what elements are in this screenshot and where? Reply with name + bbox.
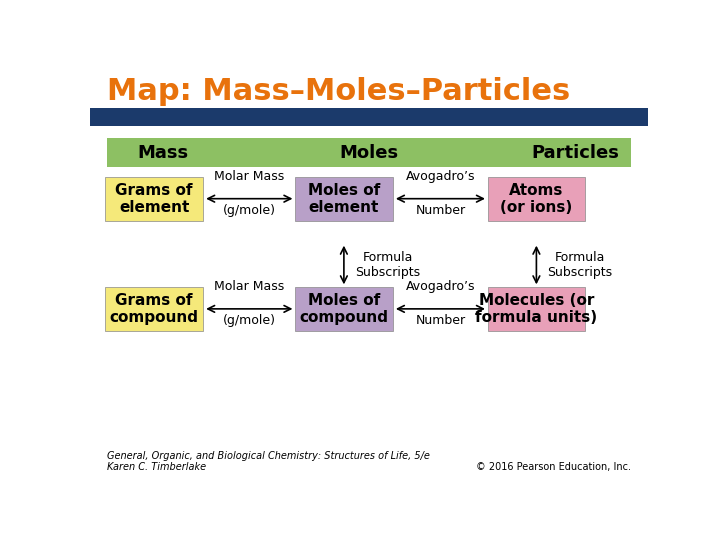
Bar	[487, 177, 585, 221]
Text: Moles of
compound: Moles of compound	[300, 293, 388, 325]
Bar	[295, 287, 392, 331]
Text: Moles: Moles	[339, 144, 399, 161]
Text: Grams of
compound: Grams of compound	[109, 293, 199, 325]
Bar	[90, 109, 648, 125]
Text: Formula
Subscripts: Formula Subscripts	[547, 251, 613, 279]
Bar	[487, 287, 585, 331]
Text: General, Organic, and Biological Chemistry: Structures of Life, 5/e
Karen C. Tim: General, Organic, and Biological Chemist…	[107, 451, 430, 472]
Bar	[90, 125, 648, 126]
Text: Grams of
element: Grams of element	[115, 183, 193, 215]
Bar	[107, 138, 631, 167]
Text: Number: Number	[415, 314, 466, 327]
Text: Molar Mass: Molar Mass	[214, 280, 284, 293]
Text: Avogadro’s: Avogadro’s	[405, 170, 475, 183]
Text: (g/mole): (g/mole)	[222, 314, 276, 327]
Text: Moles of
element: Moles of element	[307, 183, 380, 215]
Text: Mass: Mass	[137, 144, 188, 161]
Bar	[295, 177, 392, 221]
Text: Atoms
(or ions): Atoms (or ions)	[500, 183, 572, 215]
Text: (g/mole): (g/mole)	[222, 204, 276, 217]
Text: Formula
Subscripts: Formula Subscripts	[355, 251, 420, 279]
Text: Avogadro’s: Avogadro’s	[405, 280, 475, 293]
Text: Number: Number	[415, 204, 466, 217]
Text: Molecules (or
formula units): Molecules (or formula units)	[475, 293, 598, 325]
Text: © 2016 Pearson Education, Inc.: © 2016 Pearson Education, Inc.	[476, 462, 631, 472]
Text: Map: Mass–Moles–Particles: Map: Mass–Moles–Particles	[107, 77, 570, 106]
Text: Particles: Particles	[531, 144, 619, 161]
Text: Molar Mass: Molar Mass	[214, 170, 284, 183]
Bar	[105, 177, 203, 221]
Bar	[105, 287, 203, 331]
